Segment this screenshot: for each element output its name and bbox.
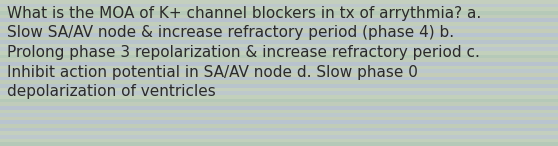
- Bar: [0, 62, 558, 66]
- Bar: [0, 88, 558, 91]
- Bar: [0, 33, 558, 36]
- Bar: [0, 106, 558, 110]
- Bar: [0, 117, 558, 120]
- Bar: [0, 29, 558, 33]
- Bar: [0, 139, 558, 142]
- Bar: [0, 11, 558, 15]
- Bar: [0, 26, 558, 29]
- Bar: [0, 7, 558, 11]
- Bar: [0, 80, 558, 84]
- Bar: [0, 69, 558, 73]
- Bar: [0, 128, 558, 131]
- Bar: [0, 51, 558, 55]
- Bar: [0, 58, 558, 62]
- Bar: [0, 4, 558, 7]
- Bar: [0, 40, 558, 44]
- Bar: [0, 142, 558, 146]
- Bar: [0, 0, 558, 4]
- Bar: [0, 135, 558, 139]
- Bar: [0, 124, 558, 128]
- Bar: [0, 36, 558, 40]
- Bar: [0, 113, 558, 117]
- Bar: [0, 95, 558, 99]
- Bar: [0, 73, 558, 77]
- Bar: [0, 47, 558, 51]
- Bar: [0, 110, 558, 113]
- Bar: [0, 84, 558, 88]
- Text: What is the MOA of K+ channel blockers in tx of arrythmia? a.
Slow SA/AV node & : What is the MOA of K+ channel blockers i…: [7, 6, 481, 99]
- Bar: [0, 131, 558, 135]
- Bar: [0, 44, 558, 47]
- Bar: [0, 77, 558, 80]
- Bar: [0, 15, 558, 18]
- Bar: [0, 91, 558, 95]
- Bar: [0, 18, 558, 22]
- Bar: [0, 99, 558, 102]
- Bar: [0, 120, 558, 124]
- Bar: [0, 66, 558, 69]
- Bar: [0, 102, 558, 106]
- Bar: [0, 22, 558, 26]
- Bar: [0, 55, 558, 58]
